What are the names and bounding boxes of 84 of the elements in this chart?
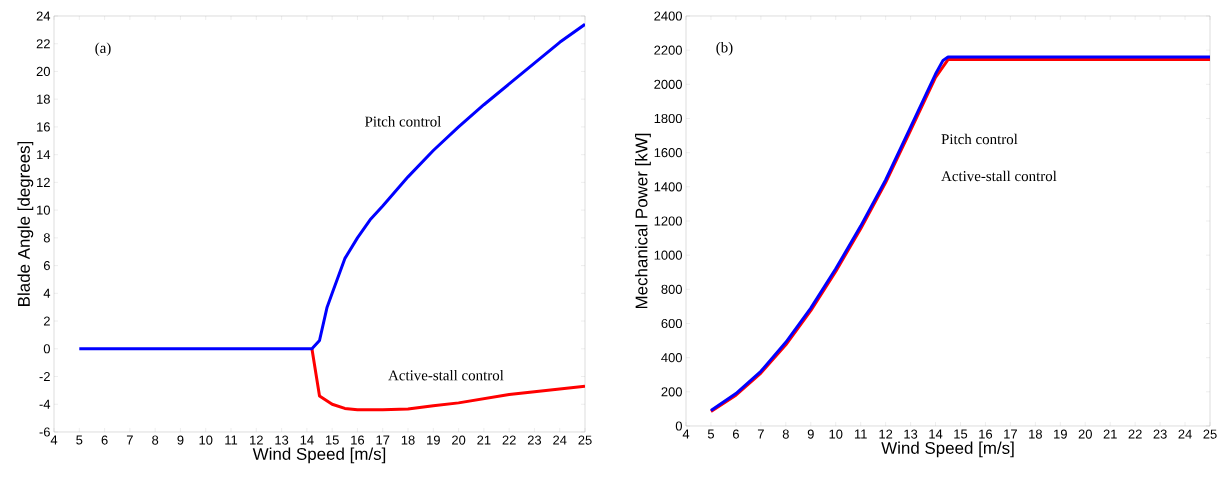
x-tick-label: 24: [1178, 429, 1192, 439]
y-tick-label: 2200: [654, 45, 682, 55]
x-tick-label: 10: [829, 429, 843, 439]
y-tick-label: 0: [675, 421, 682, 431]
x-axis-title: Wind Speed [m/s]: [252, 447, 386, 464]
x-tick-label: 19: [1054, 429, 1067, 439]
x-tick-label: 9: [177, 435, 184, 445]
x-tick-label: 14: [929, 429, 943, 439]
x-tick-label: 25: [578, 435, 592, 445]
y-tick-label: -4: [39, 399, 51, 409]
x-tick-label: 9: [807, 429, 814, 439]
x-tick-label: 5: [76, 435, 83, 445]
y-tick-label: 8: [43, 233, 50, 243]
x-tick-label: 18: [401, 435, 415, 445]
series-label: Active-stall control: [388, 369, 504, 381]
x-tick-label: 21: [1103, 429, 1117, 439]
x-tick-label: 12: [879, 429, 893, 439]
y-tick-label: 400: [661, 353, 682, 363]
x-tick-label: 11: [854, 429, 867, 439]
x-tick-label: 17: [376, 435, 390, 445]
x-tick-label: 6: [732, 429, 739, 439]
x-tick-label: 12: [250, 435, 263, 445]
x-tick-label: 4: [682, 429, 690, 439]
y-tick-label: 1000: [654, 250, 682, 260]
y-tick-label: 24: [36, 11, 51, 21]
y-tick-label: 2000: [654, 79, 682, 89]
y-tick-label: 1800: [654, 113, 682, 124]
annotation: (b): [716, 42, 733, 56]
y-tick-label: 12: [37, 177, 50, 187]
x-tick-label: 24: [553, 435, 567, 445]
x-tick-label: 5: [707, 429, 715, 439]
y-tick-label: 4: [43, 288, 51, 298]
x-tick-label: 23: [527, 435, 542, 445]
y-tick-label: 1600: [654, 148, 682, 158]
annotation: Pitch control: [941, 133, 1018, 145]
x-tick-label: 10: [199, 435, 213, 445]
x-tick-label: 21: [477, 435, 491, 445]
x-tick-label: 11: [225, 435, 238, 445]
y-axis-title: Mechanical Power [kW]: [635, 133, 651, 309]
y-tick-label: 6: [43, 261, 50, 271]
y-tick-label: 800: [661, 284, 682, 294]
x-tick-label: 22: [1128, 429, 1142, 439]
y-tick-label: 14: [37, 150, 51, 160]
x-tick-label: 15: [954, 429, 968, 439]
y-tick-label: 18: [37, 94, 50, 104]
x-tick-label: 19: [427, 435, 440, 445]
annotation: Active-stall control: [941, 170, 1057, 182]
y-axis-title: Blade Angle [degrees]: [17, 141, 34, 306]
x-tick-label: 23: [1153, 429, 1167, 439]
y-tick-label: 1200: [654, 216, 682, 226]
x-tick-label: 4: [50, 435, 58, 445]
x-tick-label: 8: [782, 429, 789, 439]
y-tick-label: 20: [36, 66, 50, 77]
y-tick-label: 22: [36, 39, 50, 49]
x-tick-label: 7: [757, 429, 764, 439]
x-tick-label: 15: [325, 435, 339, 445]
y-tick-label: -6: [39, 427, 50, 437]
y-tick-label: 16: [37, 122, 50, 132]
x-tick-label: 17: [1004, 429, 1017, 439]
y-tick-label: 0: [43, 344, 50, 354]
y-tick-label: 2: [43, 316, 50, 326]
x-tick-label: 20: [1078, 429, 1092, 439]
x-tick-label: 18: [1029, 429, 1042, 439]
x-tick-label: 22: [502, 435, 516, 445]
x-tick-label: 13: [275, 435, 289, 445]
y-tick-label: -2: [39, 371, 50, 382]
y-tick-label: 600: [661, 318, 682, 329]
y-tick-label: 1400: [654, 182, 682, 192]
x-tick-label: 25: [1203, 429, 1217, 439]
x-tick-label: 6: [101, 435, 108, 445]
x-tick-label: 20: [452, 435, 466, 445]
x-tick-label: 14: [300, 435, 314, 445]
x-tick-label: 13: [904, 429, 918, 439]
y-tick-label: 2400: [654, 11, 682, 21]
x-tick-label: 8: [152, 435, 159, 445]
annotation: (a): [95, 42, 111, 57]
x-tick-label: 7: [126, 435, 133, 445]
x-tick-label: 16: [351, 435, 365, 445]
line-series: [77, 22, 586, 351]
y-tick-label: 200: [661, 387, 682, 397]
series-label: Pitch control: [365, 116, 442, 127]
x-tick-label: 16: [979, 429, 993, 439]
y-tick-label: 10: [37, 205, 50, 215]
x-axis-title: Wind Speed [m/s]: [881, 441, 1014, 458]
